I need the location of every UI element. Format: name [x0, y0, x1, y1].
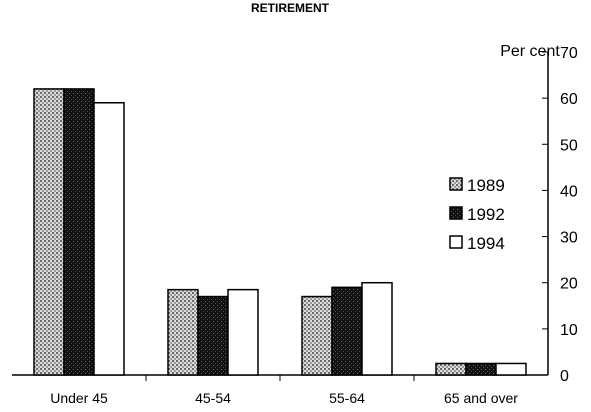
legend-label: 1992: [467, 205, 505, 224]
x-category-label: 45-54: [195, 390, 231, 406]
bar-1992-under-45: [63, 88, 95, 376]
x-category-label: 55-64: [329, 390, 365, 406]
x-category-label: Under 45: [50, 390, 108, 406]
bars: [33, 88, 527, 376]
y-ticks: 0 10 20 30 40 50 60 70: [542, 45, 578, 385]
legend: 1989 1992 1994: [449, 176, 505, 253]
bar-1989-65-and-over: [435, 362, 467, 376]
bar-1992-65-and-over: [465, 362, 497, 376]
legend-swatch-1994: [449, 235, 463, 249]
y-tick-label: 30: [560, 230, 578, 247]
bar-1994-65-and-over: [495, 362, 527, 376]
bar-1989-55-64: [301, 295, 333, 376]
bar-1992-55-64: [331, 286, 363, 376]
bar-1989-45-54: [167, 288, 199, 376]
y-tick-label: 40: [560, 183, 578, 200]
chart-title: RETIREMENT: [251, 1, 330, 15]
y-tick-label: 60: [560, 91, 578, 108]
x-category-label: 65 and over: [444, 390, 518, 406]
bar-1992-45-54: [197, 295, 229, 376]
bar-1994-45-54: [227, 288, 259, 376]
bar-1994-55-64: [361, 281, 393, 376]
y-tick-label: 20: [560, 276, 578, 293]
y-tick-label: 70: [560, 45, 578, 62]
legend-swatch-1992: [449, 206, 463, 220]
y-tick-label: 0: [560, 368, 569, 385]
y-axis-label: Per cent: [500, 43, 560, 60]
legend-label: 1989: [467, 176, 505, 195]
y-tick-label: 50: [560, 137, 578, 154]
bar-1989-under-45: [33, 88, 65, 376]
legend-swatch-1989: [449, 177, 463, 191]
legend-label: 1994: [467, 234, 505, 253]
x-categories: Under 45 45-54 55-64 65 and over: [50, 390, 518, 406]
bar-1994-under-45: [93, 102, 125, 376]
y-tick-label: 10: [560, 322, 578, 339]
